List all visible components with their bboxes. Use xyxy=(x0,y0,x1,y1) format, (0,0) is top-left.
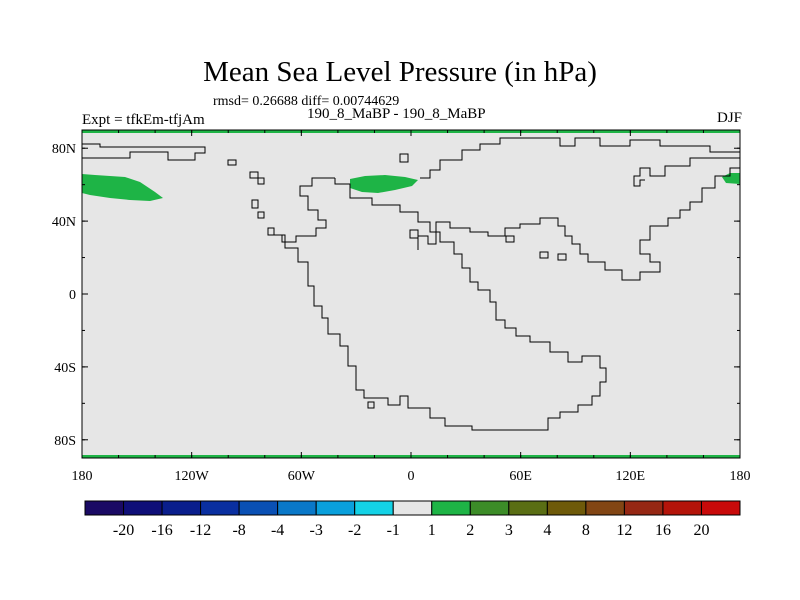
longitude-label: 120W xyxy=(175,469,210,484)
latitude-label: 40S xyxy=(54,361,76,376)
longitude-label: 180 xyxy=(730,469,751,484)
latitude-label: 40N xyxy=(52,215,76,230)
coastlines xyxy=(82,137,740,431)
colorbar-box xyxy=(508,500,548,516)
colorbar-label: 16 xyxy=(655,522,671,539)
colorbar-box xyxy=(84,500,125,516)
longitude-label: 60E xyxy=(509,469,532,484)
colorbar-box xyxy=(623,500,664,516)
colorbar-box xyxy=(431,500,471,516)
colorbar-label: -16 xyxy=(151,522,172,539)
map-ticks xyxy=(81,130,741,458)
colorbar-box xyxy=(469,500,510,516)
green-anomaly-north-pacific xyxy=(82,174,163,201)
map-title: Mean Sea Level Pressure (in hPa) xyxy=(203,56,597,88)
colorbar-box xyxy=(662,500,702,516)
green-anomaly-north-atlantic xyxy=(350,175,418,193)
colorbar-label: -12 xyxy=(190,522,211,539)
experiment-label: Expt = tfkEm-tfjAm xyxy=(82,112,205,128)
colorbar-box xyxy=(161,500,202,516)
colorbar-label: -3 xyxy=(310,522,323,539)
colorbar-label: 2 xyxy=(466,522,474,539)
colorbar-box xyxy=(277,500,317,516)
colorbar-box xyxy=(585,500,625,516)
longitude-label: 120E xyxy=(616,469,646,484)
coastline-asia-north xyxy=(633,157,740,187)
colorbar-box xyxy=(123,500,163,516)
longitude-label: 0 xyxy=(408,469,415,484)
coastline-greenland xyxy=(227,153,409,219)
stats-text: rmsd= 0.26688 diff= 0.00744629 xyxy=(213,94,400,109)
colorbar-label: -1 xyxy=(387,522,400,539)
coastline-europe-north xyxy=(420,137,740,179)
colorbar-label: -2 xyxy=(348,522,361,539)
longitude-label: 60W xyxy=(288,469,316,484)
latitude-label: 80S xyxy=(54,434,76,449)
colorbar-box xyxy=(200,500,240,516)
latitude-label: 80N xyxy=(52,142,76,157)
colorbar-box xyxy=(238,500,279,516)
latitude-label: 0 xyxy=(69,288,76,303)
coastline-misc-islands xyxy=(367,229,567,409)
colorbar-label: 8 xyxy=(582,522,590,539)
longitude-label: 180 xyxy=(72,469,93,484)
colorbar-label: -4 xyxy=(271,522,284,539)
coastline-africa-eurasia xyxy=(417,167,740,281)
colorbar-label: 12 xyxy=(616,522,632,539)
colorbar-label: 1 xyxy=(428,522,436,539)
colorbar xyxy=(84,500,741,516)
colorbar-label: 4 xyxy=(543,522,551,539)
colorbar-labels: -20 -16 -12 -8 -4 -3 -2 -1 1 2 3 4 8 12 16 20 xyxy=(113,522,710,539)
latitude-labels: 80N 40N 0 40S 80S xyxy=(52,142,76,449)
coastline-americas xyxy=(267,177,607,431)
colorbar-label: -8 xyxy=(232,522,245,539)
coastline-north-america xyxy=(82,143,206,161)
longitude-labels: 180 120W 60W 0 60E 120E 180 xyxy=(72,469,751,484)
colorbar-box xyxy=(546,500,587,516)
colorbar-box xyxy=(354,500,394,516)
colorbar-box xyxy=(700,500,741,516)
colorbar-label: -20 xyxy=(113,522,134,539)
colorbar-label: 20 xyxy=(693,522,709,539)
colorbar-box xyxy=(315,500,356,516)
colorbar-label: 3 xyxy=(505,522,513,539)
season-label: DJF xyxy=(716,110,742,126)
colorbar-box xyxy=(392,500,433,516)
subtitle: 190_8_MaBP - 190_8_MaBP xyxy=(307,106,486,122)
